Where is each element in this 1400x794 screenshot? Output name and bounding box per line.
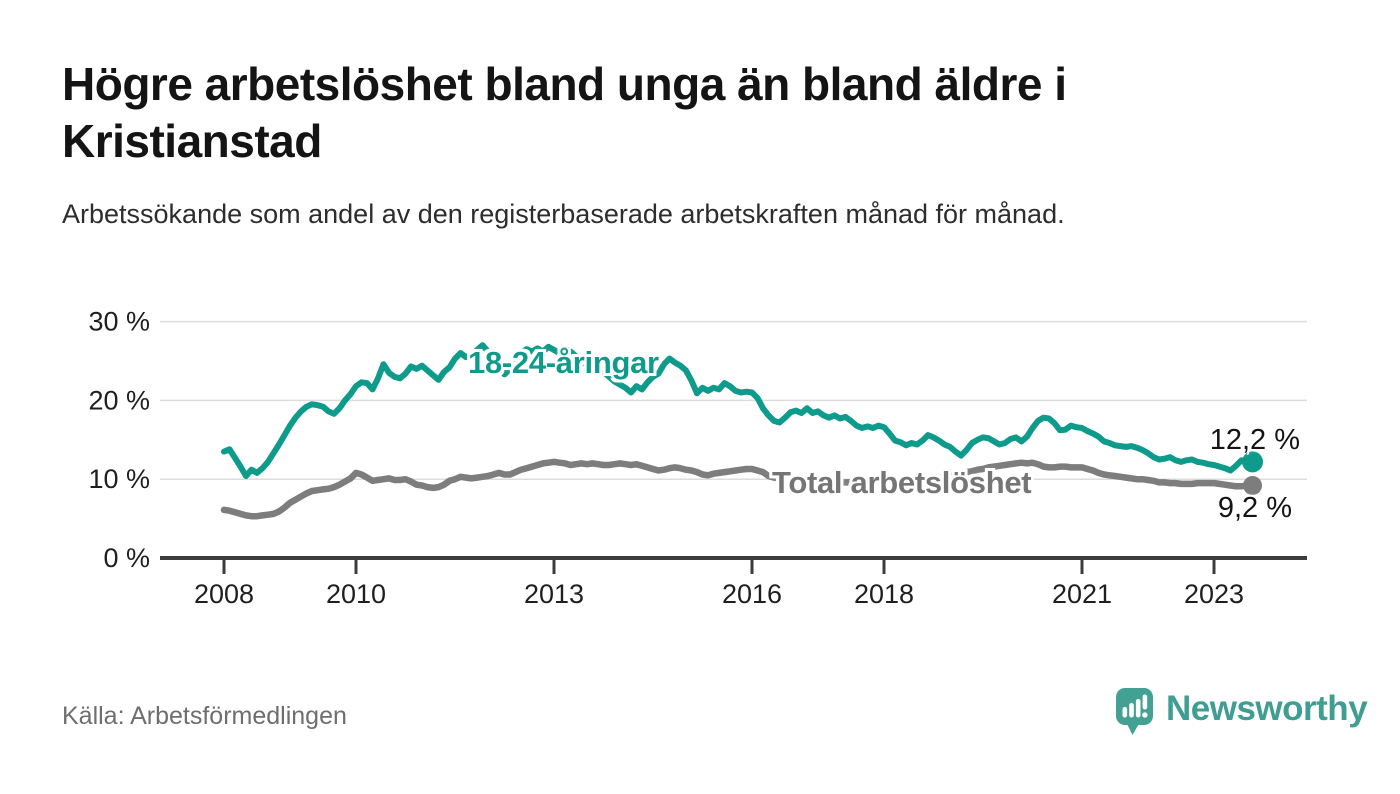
svg-text:10 %: 10 %: [88, 464, 150, 494]
series-label-total: Total arbetslöshet: [772, 465, 1032, 500]
svg-text:2008: 2008: [194, 579, 254, 609]
source-note: Källa: Arbetsförmedlingen: [62, 702, 347, 730]
series-label-youth: 18-24-åringar: [468, 345, 659, 380]
end-value-label-youth: 12,2 %: [1209, 424, 1300, 456]
svg-text:30 %: 30 %: [88, 307, 150, 337]
svg-text:2010: 2010: [326, 579, 386, 609]
newsworthy-logo-icon: [1116, 688, 1153, 735]
page-title: Högre arbetslöshet bland unga än bland ä…: [62, 58, 1067, 167]
svg-text:2013: 2013: [524, 579, 584, 609]
svg-text:2018: 2018: [854, 579, 914, 609]
svg-text:20 %: 20 %: [88, 385, 150, 415]
svg-text:2023: 2023: [1184, 579, 1244, 609]
svg-text:2016: 2016: [722, 579, 782, 609]
end-value-label-total: 9,2 %: [1217, 492, 1292, 524]
svg-text:0 %: 0 %: [103, 543, 150, 573]
svg-text:2021: 2021: [1052, 579, 1112, 609]
newsworthy-wordmark: Newsworthy: [1166, 689, 1368, 728]
page-subtitle: Arbetssökande som andel av den registerb…: [62, 199, 1065, 229]
